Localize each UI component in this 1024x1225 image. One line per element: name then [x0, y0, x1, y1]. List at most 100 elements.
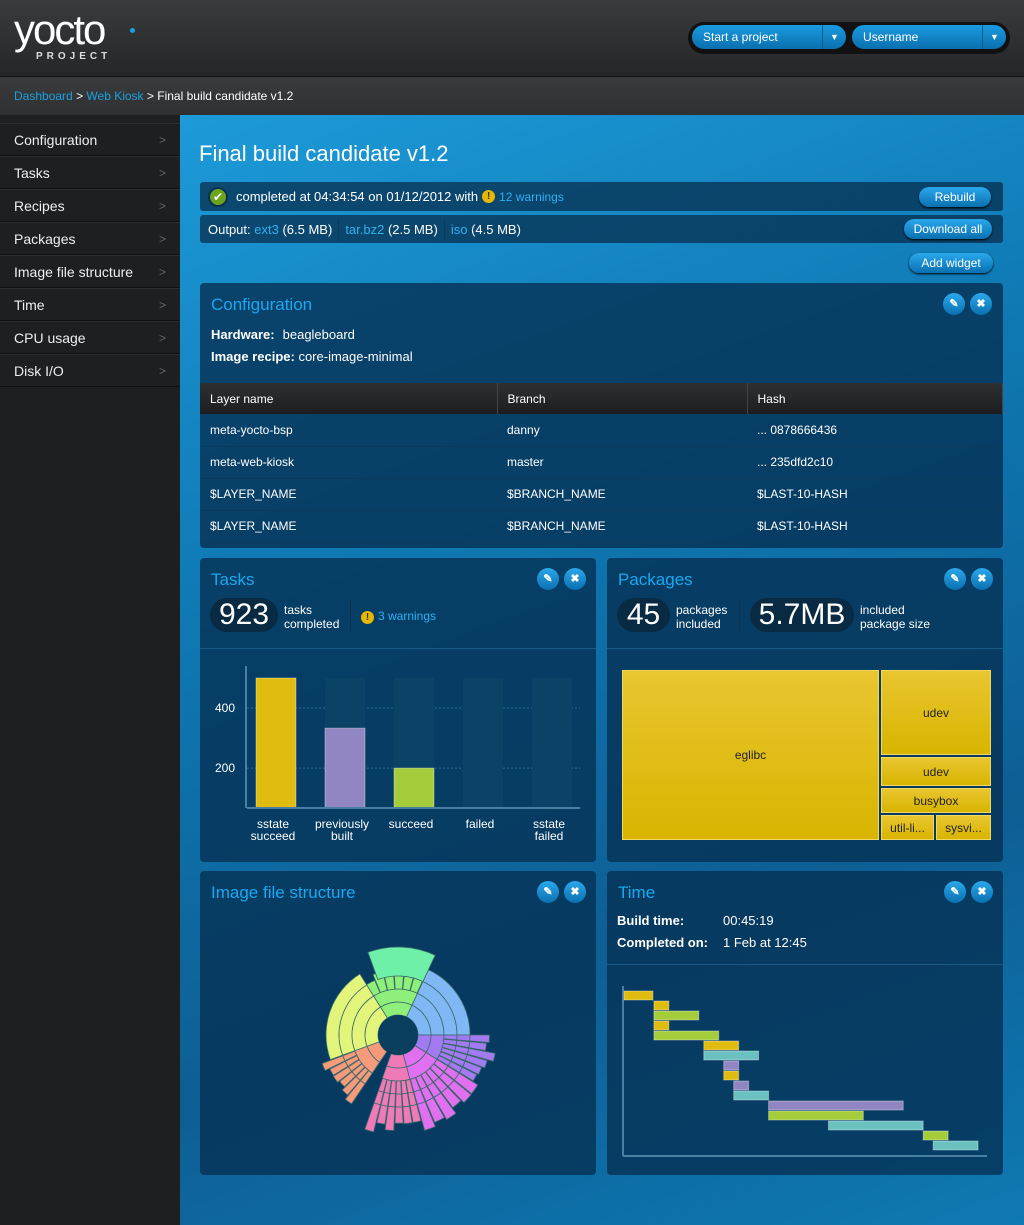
logo-subtext: PROJECT [36, 51, 111, 62]
packages-size: 5.7MB [750, 598, 854, 632]
gantt-bar [704, 1041, 739, 1050]
sunburst-segment [387, 1054, 407, 1068]
image-recipe-label: Image recipe: [211, 349, 295, 364]
widget-title: Time [618, 883, 655, 903]
divider [350, 599, 351, 631]
column-header-layer[interactable]: Layer name [200, 383, 497, 414]
treemap-tile[interactable]: busybox [881, 788, 991, 813]
treemap-tile[interactable]: util-li... [881, 815, 934, 840]
gantt-bar [724, 1071, 739, 1080]
page-title: Final build candidate v1.2 [199, 141, 449, 167]
sidebar-item-label: CPU usage [14, 330, 86, 346]
sidebar-item-recipes[interactable]: Recipes > [0, 189, 180, 222]
tasks-warnings-link[interactable]: 3 warnings [378, 609, 436, 623]
chevron-right-icon: > [159, 364, 166, 378]
close-icon[interactable]: ✖ [564, 568, 586, 590]
output-tarbz2-link[interactable]: tar.bz2 [345, 222, 384, 237]
sidebar-item-configuration[interactable]: Configuration > [0, 123, 180, 156]
breadcrumb-separator: > [76, 89, 83, 103]
sidebar-item-image-file-structure[interactable]: Image file structure > [0, 255, 180, 288]
column-header-branch[interactable]: Branch [497, 383, 747, 414]
download-all-button[interactable]: Download all [904, 219, 992, 239]
label-line: tasks [284, 603, 339, 617]
breadcrumb-web-kiosk[interactable]: Web Kiosk [86, 89, 143, 103]
start-project-dropdown[interactable]: Start a project ▼ [692, 25, 846, 49]
gantt-bar [769, 1111, 864, 1120]
rebuild-button[interactable]: Rebuild [919, 187, 991, 207]
image-recipe-value: core-image-minimal [298, 349, 412, 364]
table-row[interactable]: meta-yocto-bsp danny... 0878666436 [200, 414, 1003, 446]
add-widget-button[interactable]: Add widget [909, 253, 993, 273]
completed-label: Completed on: [617, 935, 723, 950]
divider [200, 648, 596, 649]
warnings-link[interactable]: 12 warnings [499, 190, 564, 204]
treemap-tile[interactable]: udev [881, 670, 991, 755]
table-row[interactable]: meta-web-kiosk master... 235dfd2c10 [200, 446, 1003, 478]
gantt-bar [704, 1051, 759, 1060]
hardware-value: beagleboard [283, 327, 355, 342]
image-file-structure-widget: Image file structure ✎ ✖ [200, 871, 596, 1175]
treemap-tile[interactable]: udev [881, 757, 991, 786]
output-bar: Output: ext3 (6.5 MB) tar.bz2 (2.5 MB) i… [200, 215, 1003, 243]
column-header-hash[interactable]: Hash [747, 383, 1003, 414]
close-icon[interactable]: ✖ [971, 881, 993, 903]
sidebar-item-cpu-usage[interactable]: CPU usage > [0, 321, 180, 354]
username-label: Username [852, 30, 982, 44]
close-icon[interactable]: ✖ [971, 568, 993, 590]
chevron-right-icon: > [159, 133, 166, 147]
sidebar-item-tasks[interactable]: Tasks > [0, 156, 180, 189]
output-ext3-link[interactable]: ext3 [254, 222, 279, 237]
table-cell: meta-web-kiosk [200, 446, 497, 478]
chevron-right-icon: > [159, 265, 166, 279]
treemap-tile[interactable]: sysvi... [936, 815, 991, 840]
sidebar-item-time[interactable]: Time > [0, 288, 180, 321]
x-tick-label: succeed [389, 817, 434, 831]
edit-pencil-icon[interactable]: ✎ [944, 881, 966, 903]
edit-pencil-icon[interactable]: ✎ [943, 293, 965, 315]
table-row[interactable]: $LAYER_NAME $BRANCH_NAME $LAST-10-HASH [200, 510, 1003, 542]
build-status-bar: ✔ completed at 04:34:54 on 01/12/2012 wi… [200, 182, 1003, 211]
breadcrumb: Dashboard > Web Kiosk > Final build cand… [0, 77, 1024, 115]
close-icon[interactable]: ✖ [564, 881, 586, 903]
divider [338, 219, 339, 239]
close-icon[interactable]: ✖ [970, 293, 992, 315]
table-cell: ... 235dfd2c10 [747, 446, 1003, 478]
x-tick-label: failed [535, 829, 564, 843]
time-gantt-chart [607, 971, 1003, 1171]
label-line: packages [676, 603, 727, 617]
sunburst-segment [396, 1081, 401, 1094]
widget-title: Tasks [211, 570, 254, 590]
logo-text: yocto [14, 12, 111, 48]
y-tick-label: 200 [215, 761, 235, 775]
chevron-down-icon[interactable]: ▼ [982, 25, 1006, 49]
output-iso-link[interactable]: iso [451, 222, 468, 237]
output-label: Output: [208, 222, 251, 237]
sidebar: Configuration > Tasks > Recipes > Packages > Ima… [0, 115, 180, 1225]
edit-pencil-icon[interactable]: ✎ [537, 881, 559, 903]
treemap-tile[interactable]: eglibc [622, 670, 879, 840]
sidebar-item-disk-i-o[interactable]: Disk I/O > [0, 354, 180, 387]
sunburst-segment [395, 1107, 403, 1123]
output-size: (2.5 MB) [388, 222, 438, 237]
gantt-bar [828, 1121, 923, 1130]
edit-pencil-icon[interactable]: ✎ [944, 568, 966, 590]
tasks-count: 923 [210, 598, 278, 632]
y-tick-label: 400 [215, 701, 235, 715]
edit-pencil-icon[interactable]: ✎ [537, 568, 559, 590]
sunburst-segment [396, 1094, 403, 1107]
label-line: included [676, 617, 727, 631]
username-dropdown[interactable]: Username ▼ [852, 25, 1006, 49]
table-row[interactable]: $LAYER_NAME $BRANCH_NAME $LAST-10-HASH [200, 478, 1003, 510]
sunburst-chart[interactable] [200, 911, 596, 1175]
bar-track [463, 678, 503, 808]
chevron-down-icon[interactable]: ▼ [822, 25, 846, 49]
table-cell: $LAST-10-HASH [747, 510, 1003, 542]
yocto-logo[interactable]: yocto PROJECT [14, 12, 111, 62]
bar [394, 768, 434, 808]
gantt-bar [624, 991, 653, 1000]
sidebar-item-packages[interactable]: Packages > [0, 222, 180, 255]
sidebar-item-label: Recipes [14, 198, 65, 214]
breadcrumb-dashboard[interactable]: Dashboard [14, 89, 73, 103]
sidebar-item-label: Packages [14, 231, 75, 247]
gantt-bar [923, 1131, 948, 1140]
